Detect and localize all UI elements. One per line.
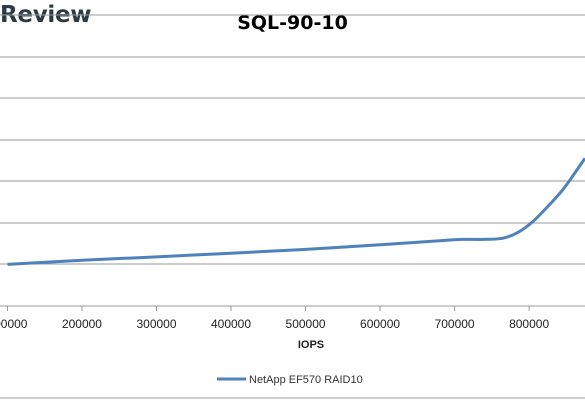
x-tick-label: 400000	[211, 317, 251, 331]
legend-label: NetApp EF570 RAID10	[249, 374, 363, 386]
chart-title: SQL-90-10	[237, 12, 348, 34]
x-tick-label: 500000	[286, 317, 326, 331]
x-tick-label: 300000	[136, 317, 176, 331]
x-tick-label: 700000	[435, 317, 475, 331]
x-tick-label: 200000	[62, 317, 102, 331]
series-lines	[7, 157, 585, 266]
x-axis-label: IOPS	[298, 339, 324, 351]
x-tick-label: 800000	[509, 317, 549, 331]
gridlines	[0, 14, 585, 265]
legend: NetApp EF570 RAID10	[217, 374, 363, 386]
x-tick-marks	[6, 306, 530, 311]
series-line	[7, 157, 585, 266]
x-tick-label: 600000	[360, 317, 400, 331]
